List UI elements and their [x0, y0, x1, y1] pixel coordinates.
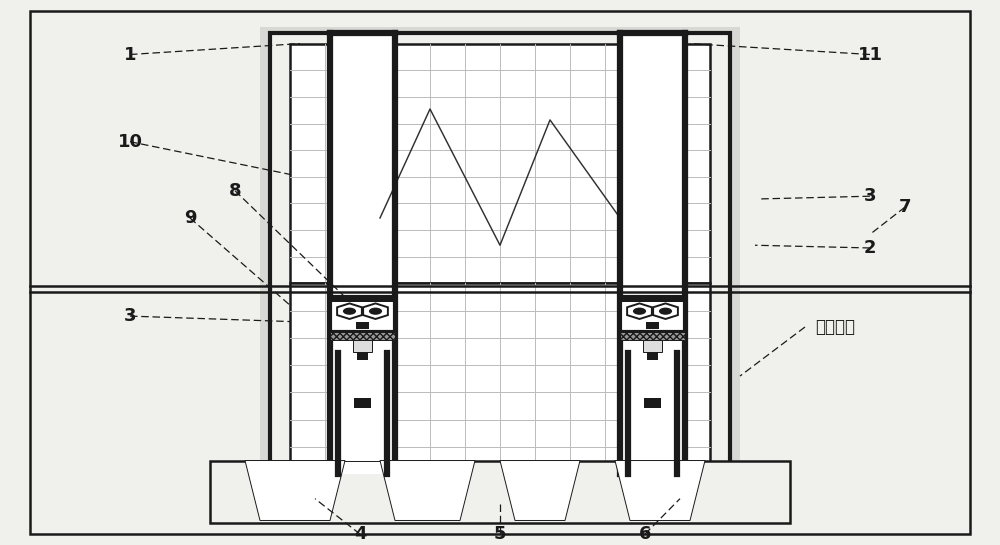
Bar [260, 27, 740, 507]
Text: 1: 1 [124, 45, 136, 64]
Text: 11: 11 [858, 45, 883, 64]
Circle shape [659, 307, 672, 315]
Bar [210, 461, 790, 523]
Text: 灸填坐浆: 灸填坐浆 [815, 318, 855, 336]
Bar [644, 398, 661, 408]
Text: 3: 3 [124, 307, 136, 325]
Text: 5: 5 [494, 525, 506, 543]
Text: 2: 2 [864, 239, 876, 257]
Polygon shape [653, 304, 678, 319]
Bar [330, 297, 395, 302]
Polygon shape [337, 304, 362, 319]
Polygon shape [245, 461, 345, 520]
Polygon shape [363, 304, 388, 319]
Polygon shape [500, 461, 580, 520]
Polygon shape [627, 304, 652, 319]
Text: 7: 7 [899, 198, 911, 216]
Circle shape [369, 307, 382, 315]
Bar [330, 33, 395, 474]
Text: 4: 4 [354, 525, 366, 543]
Bar [620, 297, 685, 302]
Bar [353, 340, 372, 352]
Bar [357, 352, 368, 360]
Circle shape [343, 307, 356, 315]
Circle shape [633, 307, 646, 315]
Polygon shape [615, 461, 705, 520]
Bar [620, 33, 685, 474]
Bar [620, 332, 685, 340]
Text: 8: 8 [229, 181, 241, 200]
Bar [620, 297, 685, 332]
Bar [643, 340, 662, 352]
Bar [646, 322, 659, 329]
Bar [290, 283, 710, 474]
Bar [330, 332, 395, 340]
Bar [628, 353, 677, 474]
Bar [338, 353, 387, 474]
Text: 3: 3 [864, 187, 876, 205]
Bar [647, 352, 658, 360]
Bar [356, 322, 369, 329]
Bar [290, 44, 710, 283]
Bar [270, 33, 730, 501]
Text: 10: 10 [118, 132, 143, 151]
Polygon shape [380, 461, 475, 520]
Bar [330, 297, 395, 332]
Text: 9: 9 [184, 209, 196, 227]
Text: 6: 6 [639, 525, 651, 543]
Bar [354, 398, 371, 408]
